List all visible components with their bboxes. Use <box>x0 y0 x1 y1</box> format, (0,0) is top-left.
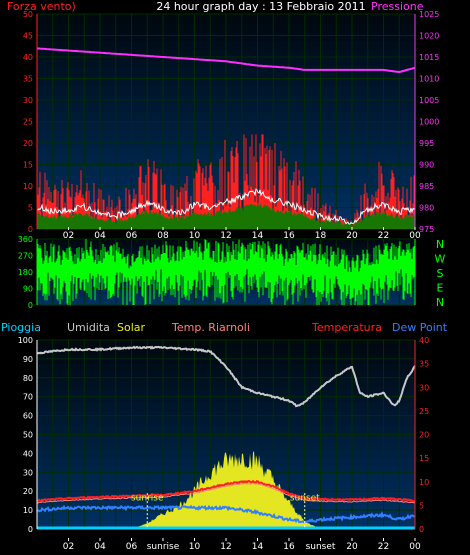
wind-y-tick-label: 30 <box>23 96 33 105</box>
humidity-y-tick-label: 0 <box>28 525 33 534</box>
temp-x-tick-label: 20 <box>346 542 358 552</box>
wind-x-tick-label: 14 <box>252 231 264 241</box>
humidity-y-tick-label: 50 <box>23 431 33 440</box>
humidity-y-tick-label: 70 <box>23 393 33 402</box>
pressure-y-tick-label: 1005 <box>419 96 439 105</box>
wind-x-tick-label: 00 <box>409 231 421 241</box>
dew-point-line <box>36 504 416 524</box>
wind-y-tick-label: 45 <box>23 32 33 41</box>
humidity-line <box>36 345 416 408</box>
humidity-legend: Umidita <box>67 321 110 334</box>
wind-gust-line <box>36 188 416 225</box>
temperature-y-tick-label: 20 <box>419 431 429 440</box>
temp-x-tick-label: sunset <box>306 542 336 552</box>
wind-y-tick-label: 40 <box>23 53 33 62</box>
humidity-y-tick-label: 20 <box>23 487 33 496</box>
rain-legend: Pioggia <box>1 321 41 334</box>
compass-label: S <box>437 267 444 280</box>
compass-label: N <box>436 238 444 251</box>
solar-area <box>37 451 415 529</box>
wind-x-tick-label: 12 <box>220 231 231 241</box>
temperature-y-tick-label: 40 <box>419 336 429 345</box>
compass-label: N <box>436 296 444 309</box>
temperature-y-tick-label: 30 <box>419 383 429 392</box>
temp-x-tick-label: 12 <box>220 542 231 552</box>
humidity-y-tick-label: 80 <box>23 374 33 383</box>
solar-legend: Solar <box>117 321 146 334</box>
temperature-y-tick-label: 5 <box>419 501 424 510</box>
temp-x-tick-label: 04 <box>94 542 106 552</box>
pressure-y-tick-label: 1015 <box>419 53 439 62</box>
humidity-y-tick-label: 100 <box>18 336 33 345</box>
wind-legend-label: Forza vento) <box>7 0 76 13</box>
humidity-y-tick-label: 90 <box>23 355 33 364</box>
dew-point-legend: Dew Point <box>392 321 448 334</box>
wind-y-tick-label: 50 <box>23 10 33 19</box>
wind-y-tick-label: 15 <box>23 161 33 170</box>
wind-x-tick-label: 10 <box>189 231 201 241</box>
direction-y-tick-label: 90 <box>23 285 33 294</box>
pressure-y-tick-label: 990 <box>419 161 434 170</box>
pressure-y-tick-label: 995 <box>419 139 434 148</box>
temperature-y-tick-label: 35 <box>419 360 429 369</box>
temp-x-tick-label: sunrise <box>147 542 180 552</box>
compass-label: W <box>435 253 446 266</box>
wind-x-tick-label: 22 <box>378 231 389 241</box>
humidity-y-tick-label: 60 <box>23 412 33 421</box>
wind-average-area <box>37 201 415 229</box>
direction-y-tick-label: 180 <box>18 268 33 277</box>
sunrise-marker-label: sunrise <box>131 494 164 504</box>
pressure-legend-label: Pressione <box>371 0 424 13</box>
temperature-y-tick-label: 0 <box>419 525 424 534</box>
direction-y-tick-label: 360 <box>18 235 33 244</box>
pressure-y-tick-label: 1010 <box>419 75 439 84</box>
humidity-y-tick-label: 40 <box>23 449 33 458</box>
wind-y-tick-label: 0 <box>28 225 33 234</box>
temperature-y-tick-label: 25 <box>419 407 429 416</box>
direction-y-tick-label: 270 <box>18 252 33 261</box>
wind-y-tick-label: 35 <box>23 75 33 84</box>
temp-x-tick-label: 02 <box>63 542 74 552</box>
temp-x-tick-label: 00 <box>409 542 421 552</box>
temp-x-tick-label: 22 <box>378 542 389 552</box>
temperature-legend: Temperatura <box>311 321 382 334</box>
wind-y-tick-label: 20 <box>23 139 33 148</box>
wind-y-tick-label: 25 <box>23 118 33 127</box>
temp-x-tick-label: 14 <box>252 542 264 552</box>
wind-x-tick-label: 08 <box>157 231 169 241</box>
wind-y-tick-label: 5 <box>28 204 33 213</box>
temperature-y-tick-label: 10 <box>419 478 429 487</box>
temperature-line <box>36 479 416 503</box>
wind-x-tick-label: 18 <box>315 231 327 241</box>
humidity-y-tick-label: 30 <box>23 468 33 477</box>
pressure-line <box>36 47 416 74</box>
wind-x-tick-label: 04 <box>94 231 106 241</box>
wind-y-tick-label: 10 <box>23 182 33 191</box>
pressure-y-tick-label: 1025 <box>419 10 439 19</box>
pressure-y-tick-label: 1020 <box>419 32 439 41</box>
pressure-y-tick-label: 985 <box>419 182 434 191</box>
wind-x-tick-label: 02 <box>63 231 74 241</box>
temp-x-tick-label: 10 <box>189 542 201 552</box>
wind-x-tick-label: 06 <box>126 231 138 241</box>
temp-x-tick-label: 16 <box>283 542 295 552</box>
chart-title: 24 hour graph day : 13 Febbraio 2011 <box>156 0 365 13</box>
pressure-y-tick-label: 1000 <box>419 118 439 127</box>
temp-inside-legend: Temp. Riarnoli <box>171 321 250 334</box>
temp-inside-line <box>36 482 416 504</box>
compass-label: E <box>437 282 444 295</box>
direction-y-tick-label: 0 <box>28 301 33 310</box>
pressure-y-tick-label: 980 <box>419 204 434 213</box>
humidity-y-tick-label: 10 <box>23 506 33 515</box>
wind-x-tick-label: 20 <box>346 231 358 241</box>
sunset-marker-label: sunset <box>290 494 320 504</box>
temp-x-tick-label: 06 <box>126 542 138 552</box>
temperature-y-tick-label: 15 <box>419 454 429 463</box>
pressure-y-tick-label: 975 <box>419 225 434 234</box>
wind-x-tick-label: 16 <box>283 231 295 241</box>
